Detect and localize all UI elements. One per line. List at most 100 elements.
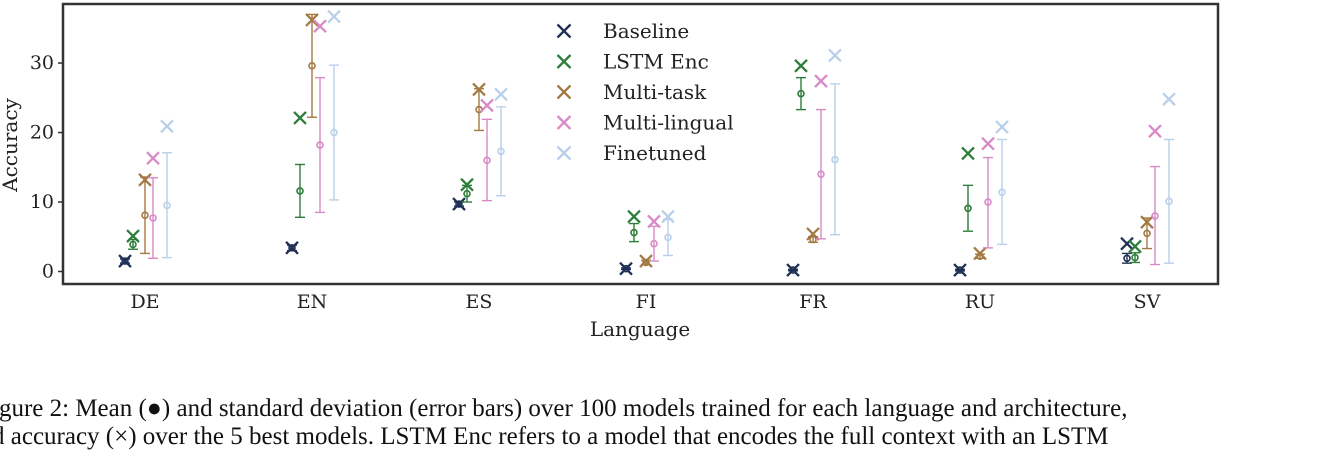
best-marker — [146, 151, 160, 166]
y-axis: 0 10 20 30 — [30, 52, 63, 282]
x-tick-label: ES — [466, 291, 493, 313]
best-marker — [786, 263, 800, 277]
best-marker — [126, 229, 140, 243]
best-marker — [981, 136, 995, 151]
best-marker — [285, 241, 299, 255]
best-marker — [305, 13, 319, 27]
best-marker — [313, 19, 327, 34]
best-marker — [1128, 239, 1142, 254]
best-marker — [1148, 124, 1162, 138]
x-axis: DE EN ES FI FR RU SV — [130, 291, 1160, 313]
series-layer — [118, 9, 1176, 277]
mean-point — [463, 189, 471, 198]
best-marker — [995, 120, 1009, 134]
x-axis-label: Language — [590, 317, 690, 341]
best-marker — [828, 48, 842, 63]
mean-point — [1123, 254, 1131, 263]
x-tick-label: DE — [130, 291, 159, 313]
mean-point — [455, 200, 463, 208]
mean-point — [956, 266, 964, 274]
mean-point — [296, 187, 304, 195]
mean-point — [622, 264, 630, 273]
mean-point — [1151, 212, 1159, 220]
x-tick-label: SV — [1134, 291, 1161, 313]
mean-point — [964, 204, 972, 213]
best-marker — [806, 227, 820, 241]
mean-point — [1165, 197, 1173, 206]
mean-point — [129, 240, 137, 249]
legend-label: LSTM Enc — [603, 50, 709, 74]
mean-point — [998, 188, 1006, 197]
series-multi-lingual — [146, 19, 1162, 266]
best-marker — [460, 177, 474, 192]
best-marker — [794, 59, 808, 73]
best-marker — [647, 214, 661, 229]
caption-line-2: d accuracy (×) over the 5 best models. L… — [0, 423, 1109, 450]
best-marker — [661, 209, 675, 224]
x-tick-label: FR — [799, 291, 827, 313]
best-marker — [494, 87, 508, 102]
best-marker — [961, 146, 975, 161]
best-marker — [327, 9, 341, 24]
mean-point — [483, 156, 491, 165]
mean-point — [1143, 229, 1151, 238]
mean-point — [650, 239, 658, 248]
best-marker — [627, 209, 641, 224]
mean-point — [288, 244, 296, 252]
series-baseline — [118, 197, 1134, 277]
best-marker — [973, 246, 987, 261]
best-marker — [1140, 215, 1154, 229]
mean-point — [630, 228, 638, 237]
best-marker — [472, 82, 486, 97]
mean-point — [141, 211, 149, 220]
legend-label: Baseline — [603, 19, 689, 43]
y-tick-label: 10 — [30, 191, 54, 213]
best-marker — [619, 261, 633, 276]
y-tick-label: 0 — [42, 260, 54, 282]
mean-point — [316, 141, 324, 149]
best-marker — [452, 197, 466, 211]
mean-point — [163, 201, 171, 210]
figure-caption: igure 2: Mean (●) and standard deviation… — [0, 395, 1127, 423]
best-marker — [293, 111, 307, 125]
legend-label: Multi-lingual — [603, 111, 734, 135]
series-lstm-enc — [126, 59, 1142, 264]
mean-point — [308, 62, 316, 70]
y-axis-label: Accuracy — [0, 97, 22, 192]
best-marker — [138, 172, 152, 187]
x-tick-label: FI — [636, 291, 657, 313]
best-marker — [118, 254, 132, 268]
x-tick-label: RU — [965, 291, 995, 313]
best-marker — [953, 263, 967, 277]
accuracy-chart: 0 10 20 30 DE EN ES FI FR RU SV Baseline LSTM Enc M… — [0, 2, 1220, 341]
mean-point — [330, 128, 338, 137]
mean-point — [817, 170, 825, 179]
y-tick-label: 20 — [30, 122, 54, 144]
x-tick-label: EN — [297, 291, 328, 313]
mean-point — [984, 198, 992, 206]
legend: Baseline LSTM Enc Multi-task Multi-lingual F… — [556, 19, 734, 165]
best-marker — [814, 74, 828, 88]
caption-line-1: igure 2: Mean (●) and standard deviation… — [0, 395, 1128, 422]
best-marker — [639, 254, 653, 268]
plot-frame — [61, 2, 1220, 286]
best-marker — [1120, 236, 1134, 251]
y-tick-label: 30 — [30, 52, 54, 74]
mean-point — [121, 257, 129, 265]
best-marker — [160, 119, 174, 134]
mean-point — [831, 155, 839, 164]
mean-point — [797, 89, 805, 98]
mean-point — [1131, 253, 1139, 262]
legend-marker — [556, 54, 572, 69]
legend-marker — [556, 145, 572, 161]
best-marker — [480, 98, 494, 113]
mean-point — [497, 147, 505, 156]
best-marker — [1162, 92, 1176, 106]
mean-point — [789, 266, 797, 274]
legend-marker — [556, 23, 572, 39]
legend-label: Finetuned — [603, 141, 707, 165]
series-multi-task — [138, 13, 1154, 268]
legend-label: Multi-task — [603, 80, 707, 104]
figure-caption-2: d accuracy (×) over the 5 best models. L… — [0, 423, 1109, 451]
mean-point — [664, 233, 672, 242]
